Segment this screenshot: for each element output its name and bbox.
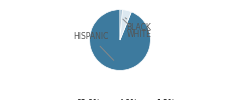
Text: HISPANIC: HISPANIC xyxy=(73,32,114,60)
Wedge shape xyxy=(120,10,122,40)
Legend: 93.9%, 4.9%, 1.2%: 93.9%, 4.9%, 1.2% xyxy=(61,96,179,100)
Text: WHITE: WHITE xyxy=(123,19,151,39)
Wedge shape xyxy=(120,10,131,40)
Text: BLACK: BLACK xyxy=(125,18,151,32)
Wedge shape xyxy=(90,10,150,70)
